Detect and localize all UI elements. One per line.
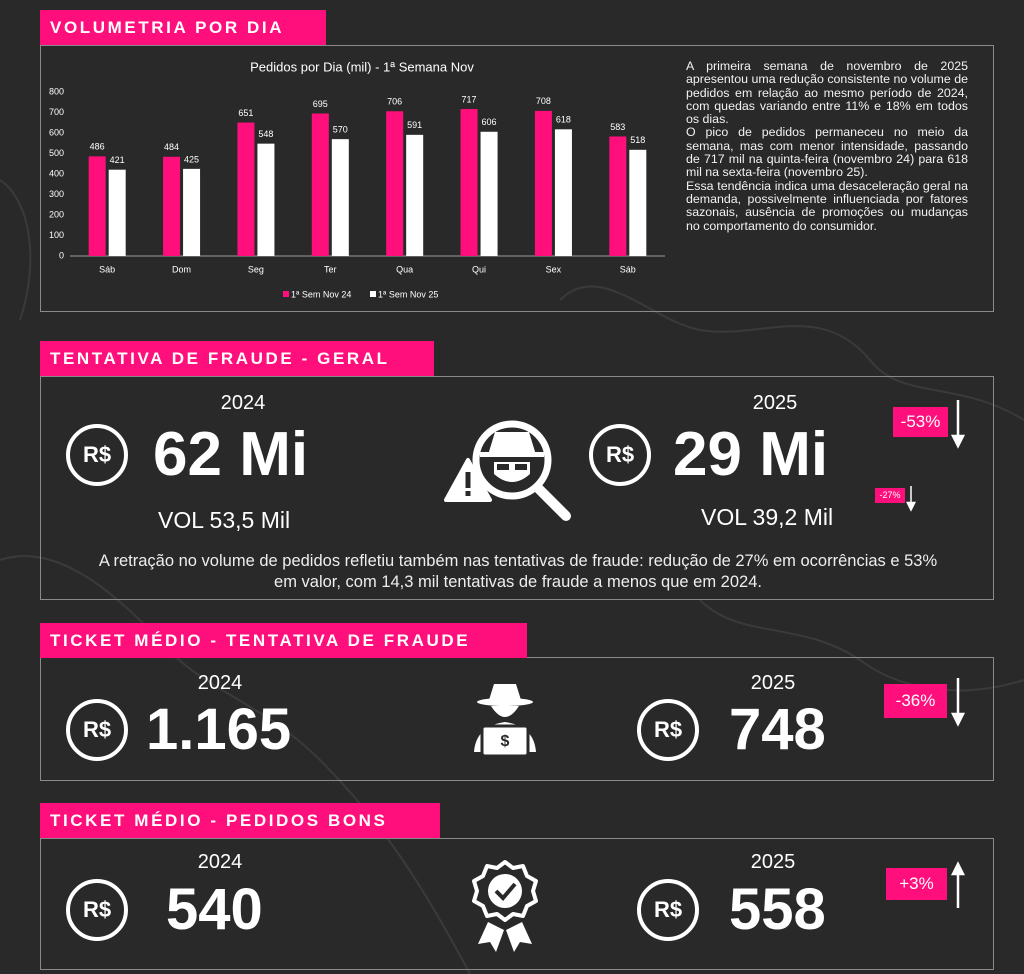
bar (629, 149, 647, 256)
award-icon (472, 860, 538, 952)
legend-swatch (370, 291, 376, 297)
currency-symbol: R$ (653, 897, 683, 922)
year: 2024 (197, 672, 243, 694)
bar (480, 131, 498, 256)
bar (311, 113, 329, 257)
data-label: 591 (407, 120, 422, 130)
bar (554, 129, 572, 256)
legend-swatch (283, 291, 289, 297)
bar (237, 122, 255, 256)
y-tick-label: 600 (49, 127, 64, 137)
data-label: 518 (630, 135, 645, 145)
section-heading: TENTATIVA DE FRAUDE - GERAL (40, 341, 434, 376)
ticket-value: 558 (729, 877, 826, 942)
x-tick-label: Sáb (99, 264, 115, 274)
bar (331, 139, 349, 256)
data-label: 651 (238, 108, 253, 118)
fraud-volume: VOL 39,2 Mil (701, 504, 834, 530)
fraud-volume: VOL 53,5 Mil (158, 507, 291, 533)
y-tick-label: 800 (49, 86, 64, 96)
section-heading: TICKET MÉDIO - PEDIDOS BONS (40, 803, 440, 838)
currency-symbol: R$ (653, 717, 683, 742)
change-badge: -27% (875, 488, 905, 503)
bar (386, 111, 404, 257)
chart-title: Pedidos por Dia (mil) - 1ª Semana Nov (250, 59, 474, 74)
section-frames (40, 45, 994, 970)
y-tick-label: 200 (49, 209, 64, 219)
paragraph: A primeira semana de novembro de 2025 ap… (686, 59, 968, 127)
bar (609, 136, 627, 256)
legend-label: 1ª Sem Nov 25 (378, 289, 438, 299)
fraud-value: 62 Mi (153, 420, 309, 489)
data-label: 583 (610, 122, 625, 132)
data-label: 570 (333, 125, 348, 135)
y-tick-label: 300 (49, 189, 64, 199)
bar (257, 143, 275, 256)
year: 2025 (752, 392, 798, 414)
data-label: 618 (556, 115, 571, 125)
y-tick-label: 500 (49, 148, 64, 158)
x-tick-label: Qua (396, 264, 413, 274)
map-decoration (0, 179, 1024, 974)
currency-symbol: R$ (82, 717, 112, 742)
change-badge: -36% (884, 684, 947, 718)
change-badge: +3% (886, 868, 947, 900)
ticket-value: 1.165 (146, 697, 292, 762)
currency-symbol: R$ (82, 897, 112, 922)
x-tick-label: Ter (324, 264, 337, 274)
data-label: 606 (482, 117, 497, 127)
ticket-value: 748 (729, 697, 826, 762)
currency-symbol: R$ (605, 442, 635, 467)
fraud-detective-icon (444, 420, 571, 521)
bar (534, 110, 552, 256)
y-tick-label: 0 (59, 250, 64, 260)
y-tick-label: 700 (49, 107, 64, 117)
paragraph: Essa tendência indica uma desaceleração … (686, 178, 968, 233)
x-tick-label: Seg (248, 264, 264, 274)
bar (163, 156, 181, 256)
year: 2024 (197, 851, 243, 873)
year: 2025 (750, 672, 796, 694)
data-label: 695 (313, 99, 328, 109)
laptop-symbol: $ (501, 733, 510, 750)
bar (88, 156, 106, 256)
analysis-text: A primeira semana de novembro de 2025 ap… (686, 59, 968, 233)
paragraph: O pico de pedidos permaneceu no meio da … (686, 125, 968, 180)
x-tick-label: Sex (546, 264, 562, 274)
bar-chart: Pedidos por Dia (mil) - 1ª Semana Nov 0 1… (49, 59, 665, 299)
section-heading: VOLUMETRIA POR DIA (40, 10, 326, 45)
y-tick-label: 400 (49, 168, 64, 178)
data-label: 717 (462, 94, 477, 104)
bar (183, 168, 201, 256)
x-tick-label: Dom (172, 264, 191, 274)
fraud-value: 29 Mi (673, 420, 829, 489)
legend-label: 1ª Sem Nov 24 (291, 289, 351, 299)
data-label: 708 (536, 96, 551, 106)
change-badge: -53% (893, 407, 948, 437)
currency-circles (66, 424, 699, 941)
data-label: 548 (258, 129, 273, 139)
y-tick-label: 100 (49, 230, 64, 240)
year: 2025 (750, 851, 796, 873)
hacker-icon: $ (474, 684, 536, 758)
x-tick-label: Qui (472, 264, 486, 274)
trend-arrows (905, 400, 966, 908)
fraud-summary: A retração no volume de pedidos refletiu… (98, 552, 938, 591)
data-label: 421 (110, 155, 125, 165)
currency-symbol: R$ (82, 442, 112, 467)
bar (460, 109, 478, 256)
data-label: 706 (387, 97, 402, 107)
data-label: 425 (184, 154, 199, 164)
year: 2024 (220, 392, 266, 414)
bar (406, 134, 424, 256)
data-label: 484 (164, 142, 179, 152)
bar (108, 169, 126, 256)
section-heading: TICKET MÉDIO - TENTATIVA DE FRAUDE (40, 623, 527, 658)
x-tick-label: Sáb (620, 264, 636, 274)
data-label: 486 (90, 142, 105, 152)
ticket-value: 540 (166, 877, 263, 942)
